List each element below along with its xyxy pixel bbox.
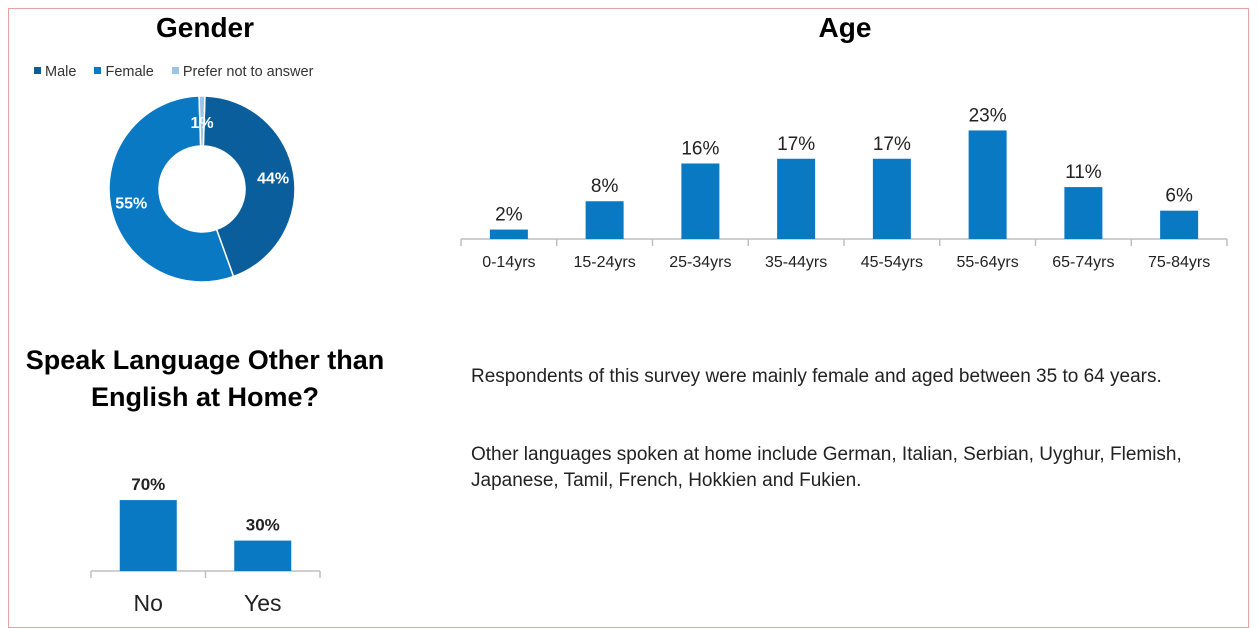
gender-legend: Male Female Prefer not to answer bbox=[34, 64, 327, 80]
language-bar-chart: 70% No 30% Yes bbox=[90, 475, 321, 616]
age-chart-title: Age bbox=[818, 12, 872, 43]
language-category-label: No bbox=[134, 590, 163, 616]
age-category-label: 35-44yrs bbox=[765, 254, 827, 271]
age-bar-65-74yrs bbox=[1064, 187, 1103, 239]
age-data-label: 6% bbox=[1165, 186, 1193, 207]
donut-label-male: 44% bbox=[257, 171, 289, 188]
age-bar-75-84yrs bbox=[1160, 210, 1199, 239]
legend-label-prefer-not: Prefer not to answer bbox=[182, 64, 314, 80]
age-category-label: 25-34yrs bbox=[669, 254, 731, 271]
age-bar-35-44yrs bbox=[777, 158, 816, 239]
language-category-label: Yes bbox=[244, 590, 282, 616]
age-category-label: 75-84yrs bbox=[1148, 254, 1210, 271]
age-category-label: 45-54yrs bbox=[861, 254, 923, 271]
legend-label-male: Male bbox=[45, 64, 77, 80]
legend-swatch-male bbox=[34, 67, 41, 74]
age-bar-25-34yrs bbox=[681, 163, 720, 239]
legend-label-female: Female bbox=[105, 64, 154, 80]
age-data-label: 8% bbox=[591, 176, 619, 197]
donut-slice-male bbox=[202, 95, 296, 278]
age-category-label: 65-74yrs bbox=[1052, 254, 1114, 271]
age-data-label: 2% bbox=[495, 205, 523, 226]
summary-note: Respondents of this survey were mainly f… bbox=[471, 366, 1162, 387]
gender-chart-title: Gender bbox=[155, 12, 255, 43]
legend-item-female: Female bbox=[94, 64, 154, 80]
donut-slice-prefer-not bbox=[198, 95, 206, 147]
legend-item-prefer-not: Prefer not to answer bbox=[171, 64, 314, 80]
age-bar-55-64yrs bbox=[968, 130, 1007, 239]
age-bar-45-54yrs bbox=[872, 158, 911, 239]
age-data-label: 23% bbox=[969, 105, 1007, 126]
languages-note: Other languages spoken at home include G… bbox=[471, 444, 1182, 491]
age-data-label: 11% bbox=[1065, 162, 1102, 183]
legend-item-male: Male bbox=[34, 64, 76, 80]
age-category-label: 0-14yrs bbox=[482, 254, 535, 271]
age-category-label: 55-64yrs bbox=[957, 254, 1019, 271]
age-data-label: 16% bbox=[681, 138, 719, 159]
gender-donut-chart: 44% 55% 1% bbox=[108, 95, 296, 283]
language-bar-no bbox=[119, 500, 177, 571]
donut-slice-female bbox=[108, 95, 235, 283]
age-bar-15-24yrs bbox=[585, 201, 624, 239]
age-category-label: 15-24yrs bbox=[574, 254, 636, 271]
age-bar-0-14yrs bbox=[489, 229, 528, 239]
language-bar-yes bbox=[234, 540, 292, 571]
language-data-label: 70% bbox=[131, 475, 165, 494]
age-data-label: 17% bbox=[873, 134, 911, 155]
age-data-label: 17% bbox=[777, 134, 815, 155]
language-data-label: 30% bbox=[246, 516, 280, 535]
donut-label-female: 55% bbox=[115, 195, 147, 212]
donut-label-prefer-not: 1% bbox=[190, 115, 213, 132]
legend-swatch-female bbox=[94, 67, 102, 74]
language-chart-title: Speak Language Other than English at Hom… bbox=[25, 345, 385, 412]
age-bar-chart: 2% 0-14yrs 8% 15-24yrs 16% 25-34yrs 17% 35-44yr… bbox=[460, 105, 1228, 271]
legend-swatch-prefer-not bbox=[171, 67, 179, 74]
